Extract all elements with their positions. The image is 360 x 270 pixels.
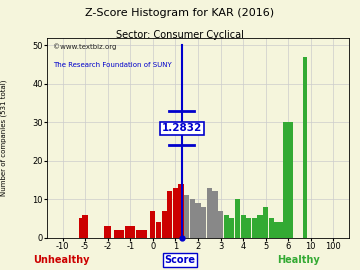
Bar <box>82 215 88 238</box>
Bar <box>125 226 135 238</box>
Text: Unhealthy: Unhealthy <box>33 255 89 265</box>
Bar <box>274 222 280 238</box>
Bar <box>218 211 223 238</box>
Bar <box>207 188 212 238</box>
Bar <box>190 199 195 238</box>
Bar <box>136 230 147 238</box>
Bar <box>263 207 268 238</box>
Bar <box>252 218 257 238</box>
Bar <box>224 215 229 238</box>
Bar <box>269 218 274 238</box>
Bar <box>229 218 234 238</box>
Bar <box>257 215 263 238</box>
Bar <box>104 226 111 238</box>
Bar <box>195 203 201 238</box>
Text: Score: Score <box>165 255 195 265</box>
Bar <box>246 218 251 238</box>
Text: Healthy: Healthy <box>278 255 320 265</box>
Bar <box>184 195 189 238</box>
Bar <box>201 207 206 238</box>
Text: The Research Foundation of SUNY: The Research Foundation of SUNY <box>53 62 172 68</box>
Bar <box>167 191 172 238</box>
Bar <box>173 188 178 238</box>
Bar <box>303 57 307 238</box>
Bar <box>280 222 285 238</box>
Bar <box>162 211 167 238</box>
Bar <box>235 199 240 238</box>
Bar <box>78 218 83 238</box>
Bar <box>283 122 293 238</box>
Text: 1.2832: 1.2832 <box>162 123 202 133</box>
Bar <box>212 191 217 238</box>
Bar <box>179 184 184 238</box>
Text: ©www.textbiz.org: ©www.textbiz.org <box>53 44 116 50</box>
Text: Sector: Consumer Cyclical: Sector: Consumer Cyclical <box>116 30 244 40</box>
Text: Z-Score Histogram for KAR (2016): Z-Score Histogram for KAR (2016) <box>85 8 275 18</box>
Bar <box>156 222 161 238</box>
Bar <box>114 230 124 238</box>
Bar <box>150 211 156 238</box>
Bar <box>7 226 28 238</box>
Y-axis label: Number of companies (531 total): Number of companies (531 total) <box>1 79 8 196</box>
Bar <box>240 215 246 238</box>
